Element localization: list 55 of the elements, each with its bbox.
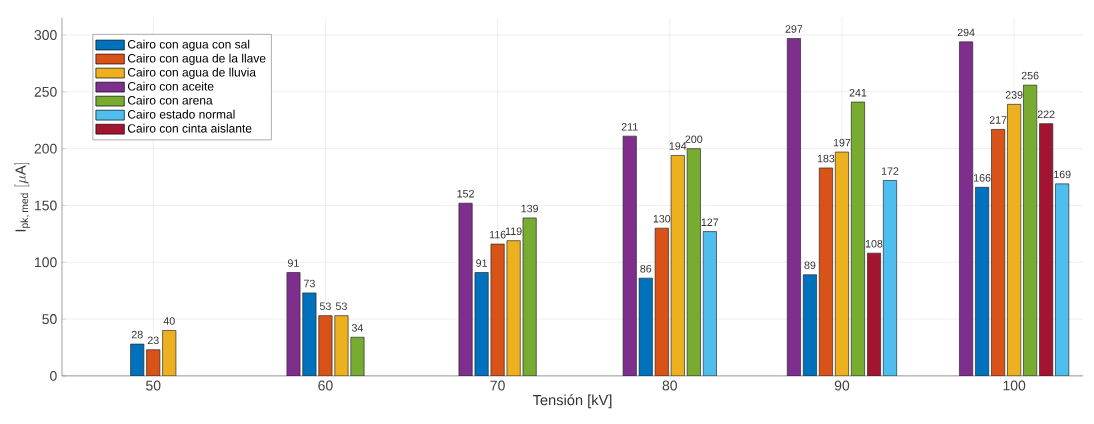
data-label: 217 [989,116,1007,124]
data-label: 116 [489,230,506,239]
x-tick-label: 80 [662,380,678,391]
legend-label: Cairo con agua con sal [127,39,250,51]
data-label: 169 [1054,170,1071,179]
data-label: 222 [1037,110,1055,119]
data-label: 53 [335,302,347,311]
data-label: 53 [319,302,331,311]
y-axis-title: $\mathrm{I}_{\mathrm{pk,\,med}}\ [\mu\mathrm{A}]$ [14,163,31,232]
data-label: 73 [304,279,315,288]
data-label: 241 [849,89,867,97]
legend-label: Cairo con agua de la llave [127,53,266,65]
data-label: 152 [457,190,474,198]
data-label: 130 [653,215,671,223]
data-label: 86 [640,265,652,273]
data-label: 297 [785,25,803,33]
x-tick-label: 70 [490,380,505,391]
data-label: 294 [957,28,975,37]
data-label: 91 [476,259,487,267]
data-label: 194 [669,142,687,150]
data-label: 28 [131,330,143,339]
data-label: 172 [881,167,899,175]
y-tick-label: 100 [35,257,57,268]
data-label: 40 [163,317,175,325]
x-tick-label: 90 [834,380,850,391]
data-label: 256 [1021,71,1039,80]
y-tick-label: 200 [34,143,57,154]
data-label: 239 [1005,91,1023,99]
data-label: 108 [865,240,883,248]
data-label: 127 [701,218,719,226]
legend-label: Cairo con aceite [127,81,214,91]
data-label: 197 [833,138,851,147]
data-label: 23 [147,336,159,345]
data-label: 211 [621,123,638,131]
y-tick-label: 50 [42,314,57,325]
y-tick-label: 150 [35,200,57,211]
data-label: 34 [351,324,364,332]
data-label: 119 [505,227,522,236]
data-label: 89 [804,261,816,270]
data-label: 200 [685,135,703,144]
y-tick-label: 0 [50,370,57,381]
data-label: 183 [817,154,835,163]
legend-label: Cairo estado normal [127,109,235,119]
x-axis-title: Tensión [kV] [532,394,612,409]
x-tick-label: 50 [146,380,161,391]
data-label: 139 [521,204,538,213]
legend-label: Cairo con arena [127,95,213,105]
x-tick-label: 60 [318,380,333,391]
data-label: 91 [287,259,299,267]
legend-label: Cairo con cinta aislante [127,123,252,133]
y-tick-label: 300 [34,30,57,41]
x-tick-label: 100 [1003,380,1026,391]
data-label: 166 [974,174,991,182]
y-tick-label: 250 [34,86,57,97]
legend-label: Cairo con agua de lluvia [127,67,256,79]
